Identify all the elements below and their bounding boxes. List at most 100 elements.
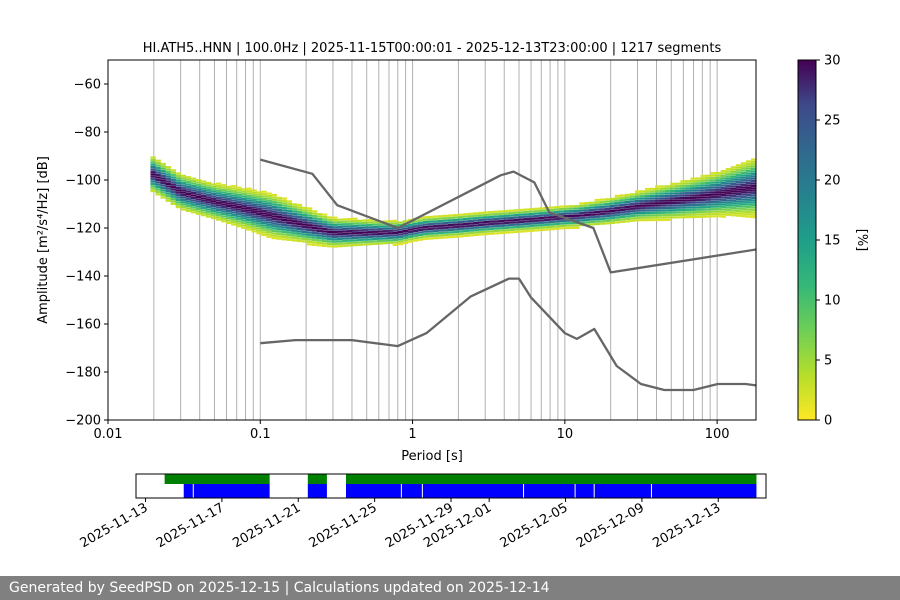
density-cell (296, 225, 303, 228)
density-cell (190, 201, 197, 204)
density-cell (342, 230, 348, 233)
density-cell (513, 218, 520, 222)
density-cell (246, 194, 252, 198)
density-cell (735, 200, 742, 203)
density-cell (382, 239, 388, 242)
density-cell (594, 201, 600, 204)
density-cell (185, 178, 192, 181)
density-cell (241, 221, 247, 225)
density-cell (523, 215, 530, 218)
density-cell (362, 221, 368, 224)
density-cell (604, 210, 610, 213)
density-cell (665, 218, 671, 222)
density-cell (639, 195, 646, 198)
colorbar-tick-label: 10 (824, 294, 841, 309)
density-cell (528, 212, 535, 216)
density-cell (695, 213, 701, 216)
density-cell (241, 190, 247, 193)
density-cell (680, 199, 686, 202)
density-cell (185, 180, 192, 184)
density-cell (730, 185, 737, 188)
density-cell (705, 205, 711, 209)
density-cell (584, 206, 590, 210)
density-cell (337, 228, 343, 231)
density-cell (634, 214, 641, 217)
x-tick-label: 0.1 (250, 427, 271, 442)
density-cell (412, 239, 419, 242)
density-cell (720, 198, 727, 202)
density-cell (665, 206, 671, 210)
density-cell (155, 181, 161, 184)
density-cell (296, 223, 303, 226)
density-cell (422, 223, 429, 226)
density-cell (271, 220, 277, 223)
density-cell (286, 212, 293, 215)
density-cell (554, 206, 560, 209)
density-cell (745, 172, 752, 175)
density-cell (427, 232, 434, 235)
density-cell (236, 213, 242, 216)
density-cell (710, 186, 716, 189)
density-cell (190, 187, 197, 190)
density-cell (680, 196, 686, 200)
density-cell (377, 239, 383, 243)
density-cell (700, 184, 706, 187)
density-cell (539, 224, 545, 227)
density-cell (276, 232, 282, 236)
density-cell (700, 203, 706, 206)
density-cell (226, 188, 232, 191)
density-cell (715, 198, 721, 201)
density-cell (316, 222, 323, 225)
density-cell (387, 229, 393, 232)
density-cell (614, 214, 621, 217)
density-cell (281, 221, 287, 224)
density-cell (453, 216, 459, 219)
density-cell (740, 210, 747, 213)
density-cell (221, 186, 227, 189)
density-cell (352, 222, 358, 225)
density-cell (569, 214, 575, 218)
density-cell (715, 215, 721, 218)
density-cell (251, 211, 257, 214)
density-cell (644, 214, 651, 217)
density-cell (745, 160, 752, 163)
density-cell (367, 243, 373, 246)
density-cell (261, 195, 267, 198)
density-cell (634, 197, 641, 200)
density-cell (665, 194, 671, 198)
colorbar-tick-label: 25 (824, 114, 841, 129)
density-cell (478, 226, 484, 229)
density-cell (433, 225, 439, 228)
density-cell (236, 186, 242, 189)
density-cell (670, 201, 676, 205)
density-cell (750, 204, 756, 207)
density-cell (458, 225, 464, 228)
density-cell (609, 217, 616, 220)
density-cell (377, 225, 383, 228)
density-cell (165, 168, 171, 171)
density-cell (695, 206, 701, 209)
density-cell (710, 191, 716, 194)
density-cell (205, 208, 212, 211)
density-cell (599, 205, 605, 208)
density-cell (650, 206, 656, 210)
density-cell (685, 184, 691, 188)
density-cell (241, 205, 247, 208)
density-cell (690, 189, 696, 192)
density-cell (604, 222, 610, 225)
density-cell (639, 216, 646, 219)
density-cell (362, 224, 368, 227)
density-cell (554, 218, 560, 221)
density-cell (357, 241, 363, 244)
density-cell (175, 186, 182, 190)
density-cell (599, 203, 605, 206)
density-cell (241, 188, 247, 191)
density-cell (594, 203, 600, 206)
density-cell (740, 193, 747, 196)
density-cell (700, 215, 706, 218)
density-cell (639, 204, 646, 207)
density-cell (715, 210, 721, 213)
density-cell (720, 186, 727, 190)
density-cell (433, 237, 439, 240)
density-cell (337, 233, 343, 236)
